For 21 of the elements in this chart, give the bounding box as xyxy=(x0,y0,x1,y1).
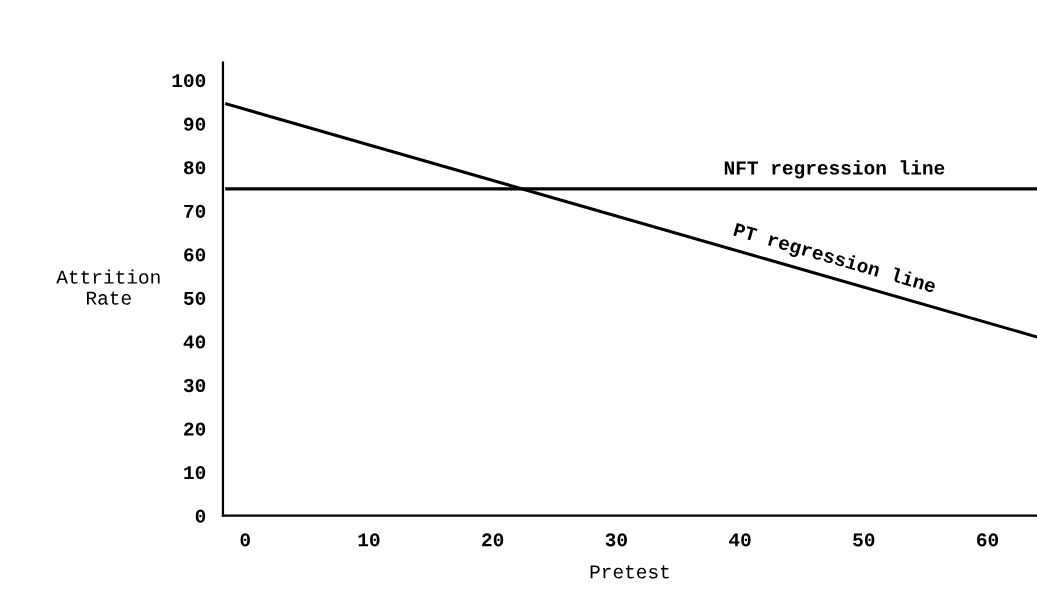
y-tick-label: 80 xyxy=(183,161,206,175)
x-tick-label: 50 xyxy=(853,533,875,547)
series-label: NFT regression line xyxy=(724,160,945,179)
x-tick-label: 40 xyxy=(729,533,751,547)
y-axis-title: Attrition Rate xyxy=(56,269,160,305)
x-tick-label: 60 xyxy=(977,533,999,547)
x-tick-label: 20 xyxy=(482,533,504,547)
y-tick-label: 70 xyxy=(184,204,206,218)
x-axis-title: Pretest xyxy=(590,565,669,579)
y-tick-label: 20 xyxy=(184,422,206,436)
y-tick-label: 30 xyxy=(183,378,206,393)
x-tick-label: 30 xyxy=(605,533,627,547)
x-tick-label: 10 xyxy=(358,533,380,547)
y-tick-label: 50 xyxy=(183,291,206,306)
y-tick-label: 40 xyxy=(183,335,206,349)
y-tick-label: 60 xyxy=(184,248,206,262)
y-tick-label: 10 xyxy=(184,466,206,480)
x-tick-label: 0 xyxy=(240,533,250,547)
y-tick-label: 90 xyxy=(184,117,206,131)
y-tick-label: 0 xyxy=(195,509,206,523)
y-tick-label: 100 xyxy=(172,74,206,88)
